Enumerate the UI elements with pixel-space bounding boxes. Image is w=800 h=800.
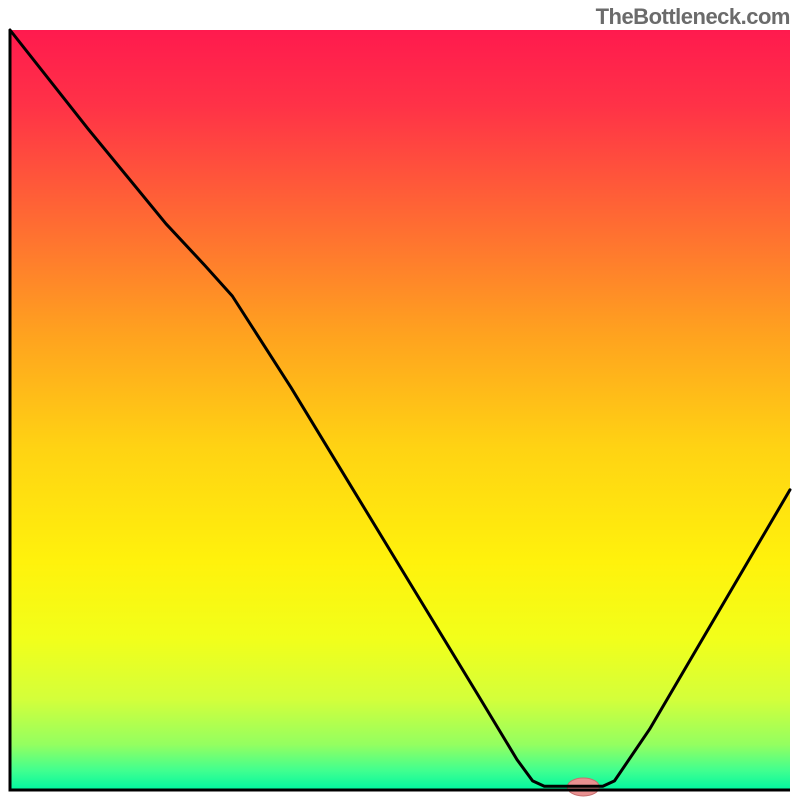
watermark-text: TheBottleneck.com	[596, 4, 790, 30]
bottleneck-chart	[0, 0, 800, 800]
chart-background	[10, 30, 790, 790]
